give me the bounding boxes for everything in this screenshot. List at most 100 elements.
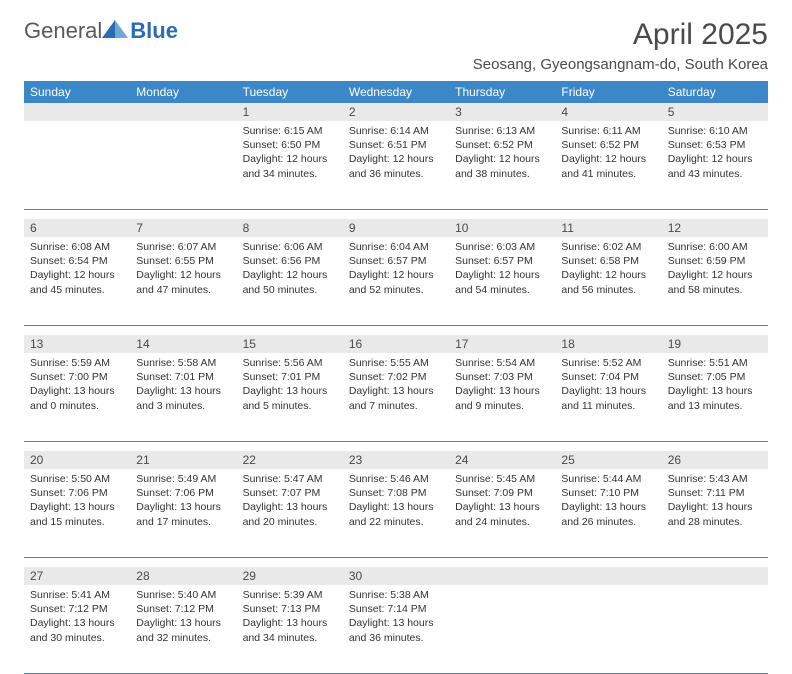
week-spacer bbox=[24, 441, 768, 451]
day-cell: Sunrise: 6:10 AMSunset: 6:53 PMDaylight:… bbox=[662, 121, 768, 209]
day-cell: Sunrise: 5:55 AMSunset: 7:02 PMDaylight:… bbox=[343, 353, 449, 441]
day-header-thursday: Thursday bbox=[449, 81, 555, 103]
month-title: April 2025 bbox=[473, 18, 768, 52]
day-content: Sunrise: 6:11 AMSunset: 6:52 PMDaylight:… bbox=[555, 121, 661, 187]
day-content: Sunrise: 6:15 AMSunset: 6:50 PMDaylight:… bbox=[237, 121, 343, 187]
calendar-table: SundayMondayTuesdayWednesdayThursdayFrid… bbox=[24, 81, 768, 674]
day-content: Sunrise: 6:07 AMSunset: 6:55 PMDaylight:… bbox=[130, 237, 236, 303]
day-number: 15 bbox=[237, 335, 343, 353]
day-content: Sunrise: 5:49 AMSunset: 7:06 PMDaylight:… bbox=[130, 469, 236, 535]
day-number: 30 bbox=[343, 567, 449, 585]
day-content: Sunrise: 5:50 AMSunset: 7:06 PMDaylight:… bbox=[24, 469, 130, 535]
day-content: Sunrise: 5:45 AMSunset: 7:09 PMDaylight:… bbox=[449, 469, 555, 535]
week-2-content-row: Sunrise: 5:59 AMSunset: 7:00 PMDaylight:… bbox=[24, 353, 768, 441]
day-cell: Sunrise: 5:46 AMSunset: 7:08 PMDaylight:… bbox=[343, 469, 449, 557]
day-number: 7 bbox=[130, 219, 236, 237]
day-cell: Sunrise: 5:40 AMSunset: 7:12 PMDaylight:… bbox=[130, 585, 236, 673]
week-0-number-row: 12345 bbox=[24, 103, 768, 121]
day-number: 20 bbox=[24, 451, 130, 469]
day-number: 6 bbox=[24, 219, 130, 237]
day-number bbox=[555, 567, 661, 585]
week-3-number-row: 20212223242526 bbox=[24, 451, 768, 469]
day-number: 2 bbox=[343, 103, 449, 121]
week-spacer bbox=[24, 557, 768, 567]
day-cell bbox=[130, 121, 236, 209]
day-cell: Sunrise: 6:04 AMSunset: 6:57 PMDaylight:… bbox=[343, 237, 449, 325]
day-header-saturday: Saturday bbox=[662, 81, 768, 103]
day-cell: Sunrise: 5:47 AMSunset: 7:07 PMDaylight:… bbox=[237, 469, 343, 557]
day-header-tuesday: Tuesday bbox=[237, 81, 343, 103]
day-content: Sunrise: 5:54 AMSunset: 7:03 PMDaylight:… bbox=[449, 353, 555, 419]
day-content: Sunrise: 6:06 AMSunset: 6:56 PMDaylight:… bbox=[237, 237, 343, 303]
day-content: Sunrise: 5:43 AMSunset: 7:11 PMDaylight:… bbox=[662, 469, 768, 535]
day-cell: Sunrise: 5:54 AMSunset: 7:03 PMDaylight:… bbox=[449, 353, 555, 441]
day-cell: Sunrise: 5:44 AMSunset: 7:10 PMDaylight:… bbox=[555, 469, 661, 557]
day-cell: Sunrise: 5:41 AMSunset: 7:12 PMDaylight:… bbox=[24, 585, 130, 673]
day-cell: Sunrise: 5:43 AMSunset: 7:11 PMDaylight:… bbox=[662, 469, 768, 557]
day-number: 29 bbox=[237, 567, 343, 585]
week-4-number-row: 27282930 bbox=[24, 567, 768, 585]
day-content: Sunrise: 5:38 AMSunset: 7:14 PMDaylight:… bbox=[343, 585, 449, 651]
day-number: 4 bbox=[555, 103, 661, 121]
day-content: Sunrise: 5:56 AMSunset: 7:01 PMDaylight:… bbox=[237, 353, 343, 419]
day-cell: Sunrise: 6:11 AMSunset: 6:52 PMDaylight:… bbox=[555, 121, 661, 209]
day-content: Sunrise: 5:39 AMSunset: 7:13 PMDaylight:… bbox=[237, 585, 343, 651]
day-content: Sunrise: 6:10 AMSunset: 6:53 PMDaylight:… bbox=[662, 121, 768, 187]
day-content: Sunrise: 5:47 AMSunset: 7:07 PMDaylight:… bbox=[237, 469, 343, 535]
day-cell: Sunrise: 5:58 AMSunset: 7:01 PMDaylight:… bbox=[130, 353, 236, 441]
day-cell: Sunrise: 5:39 AMSunset: 7:13 PMDaylight:… bbox=[237, 585, 343, 673]
day-number: 3 bbox=[449, 103, 555, 121]
day-number: 14 bbox=[130, 335, 236, 353]
day-content: Sunrise: 5:55 AMSunset: 7:02 PMDaylight:… bbox=[343, 353, 449, 419]
logo: General Blue bbox=[24, 18, 178, 44]
day-header-sunday: Sunday bbox=[24, 81, 130, 103]
day-number: 25 bbox=[555, 451, 661, 469]
day-cell: Sunrise: 6:06 AMSunset: 6:56 PMDaylight:… bbox=[237, 237, 343, 325]
week-spacer bbox=[24, 209, 768, 219]
logo-text-general: General bbox=[24, 18, 102, 44]
day-cell: Sunrise: 5:52 AMSunset: 7:04 PMDaylight:… bbox=[555, 353, 661, 441]
day-number: 13 bbox=[24, 335, 130, 353]
week-1-number-row: 6789101112 bbox=[24, 219, 768, 237]
day-number: 23 bbox=[343, 451, 449, 469]
day-number: 24 bbox=[449, 451, 555, 469]
day-content: Sunrise: 5:46 AMSunset: 7:08 PMDaylight:… bbox=[343, 469, 449, 535]
day-cell bbox=[24, 121, 130, 209]
day-content: Sunrise: 6:08 AMSunset: 6:54 PMDaylight:… bbox=[24, 237, 130, 303]
day-cell: Sunrise: 6:14 AMSunset: 6:51 PMDaylight:… bbox=[343, 121, 449, 209]
week-0-content-row: Sunrise: 6:15 AMSunset: 6:50 PMDaylight:… bbox=[24, 121, 768, 209]
day-content: Sunrise: 6:14 AMSunset: 6:51 PMDaylight:… bbox=[343, 121, 449, 187]
day-content: Sunrise: 5:52 AMSunset: 7:04 PMDaylight:… bbox=[555, 353, 661, 419]
day-number: 28 bbox=[130, 567, 236, 585]
week-1-content-row: Sunrise: 6:08 AMSunset: 6:54 PMDaylight:… bbox=[24, 237, 768, 325]
day-content: Sunrise: 5:59 AMSunset: 7:00 PMDaylight:… bbox=[24, 353, 130, 419]
day-number: 21 bbox=[130, 451, 236, 469]
day-cell: Sunrise: 6:03 AMSunset: 6:57 PMDaylight:… bbox=[449, 237, 555, 325]
day-content: Sunrise: 6:13 AMSunset: 6:52 PMDaylight:… bbox=[449, 121, 555, 187]
day-cell: Sunrise: 5:38 AMSunset: 7:14 PMDaylight:… bbox=[343, 585, 449, 673]
day-cell: Sunrise: 5:59 AMSunset: 7:00 PMDaylight:… bbox=[24, 353, 130, 441]
day-number: 11 bbox=[555, 219, 661, 237]
day-number: 19 bbox=[662, 335, 768, 353]
day-number: 10 bbox=[449, 219, 555, 237]
week-4-content-row: Sunrise: 5:41 AMSunset: 7:12 PMDaylight:… bbox=[24, 585, 768, 673]
day-cell: Sunrise: 5:50 AMSunset: 7:06 PMDaylight:… bbox=[24, 469, 130, 557]
day-number: 5 bbox=[662, 103, 768, 121]
logo-triangle-icon bbox=[102, 20, 128, 43]
day-cell bbox=[555, 585, 661, 673]
day-number bbox=[130, 103, 236, 121]
day-number: 18 bbox=[555, 335, 661, 353]
day-cell: Sunrise: 6:02 AMSunset: 6:58 PMDaylight:… bbox=[555, 237, 661, 325]
day-number bbox=[24, 103, 130, 121]
day-content: Sunrise: 6:03 AMSunset: 6:57 PMDaylight:… bbox=[449, 237, 555, 303]
day-content: Sunrise: 5:58 AMSunset: 7:01 PMDaylight:… bbox=[130, 353, 236, 419]
day-number: 26 bbox=[662, 451, 768, 469]
day-header-row: SundayMondayTuesdayWednesdayThursdayFrid… bbox=[24, 81, 768, 103]
day-cell: Sunrise: 5:45 AMSunset: 7:09 PMDaylight:… bbox=[449, 469, 555, 557]
day-cell: Sunrise: 5:51 AMSunset: 7:05 PMDaylight:… bbox=[662, 353, 768, 441]
day-number: 9 bbox=[343, 219, 449, 237]
day-header-monday: Monday bbox=[130, 81, 236, 103]
day-number: 17 bbox=[449, 335, 555, 353]
day-header-wednesday: Wednesday bbox=[343, 81, 449, 103]
day-content: Sunrise: 6:04 AMSunset: 6:57 PMDaylight:… bbox=[343, 237, 449, 303]
